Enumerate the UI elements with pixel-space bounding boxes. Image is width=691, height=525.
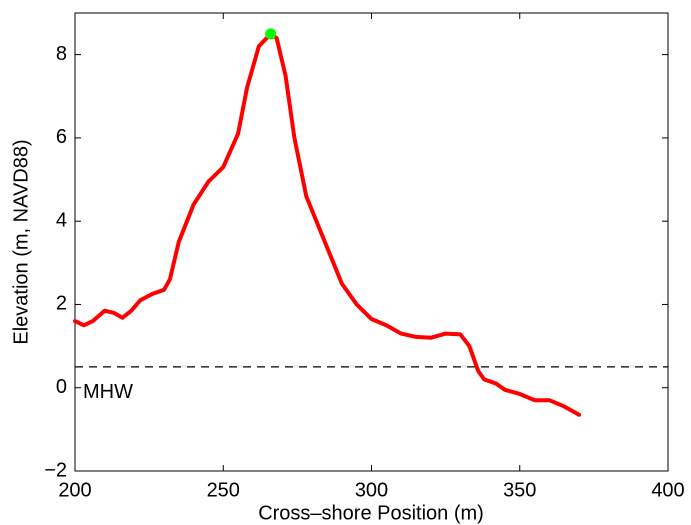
x-axis-label: Cross–shore Position (m) bbox=[258, 502, 484, 524]
y-tick-label: 4 bbox=[56, 209, 67, 231]
x-tick-label: 300 bbox=[355, 479, 388, 501]
peak-marker bbox=[265, 28, 277, 40]
plot-frame bbox=[74, 12, 669, 472]
x-tick-label: 200 bbox=[58, 479, 91, 501]
x-tick-label: 400 bbox=[651, 479, 684, 501]
y-tick-label: 2 bbox=[56, 293, 67, 315]
reference-label: MHW bbox=[83, 381, 133, 403]
y-tick-label: 0 bbox=[56, 376, 67, 398]
y-axis-label: Elevation (m, NAVD88) bbox=[10, 139, 32, 344]
y-tick-label: 8 bbox=[56, 43, 67, 65]
x-tick-label: 250 bbox=[207, 479, 240, 501]
x-tick-label: 350 bbox=[503, 479, 536, 501]
profile-line bbox=[73, 31, 582, 417]
y-tick-label: −2 bbox=[44, 459, 67, 481]
y-tick-label: 6 bbox=[56, 126, 67, 148]
